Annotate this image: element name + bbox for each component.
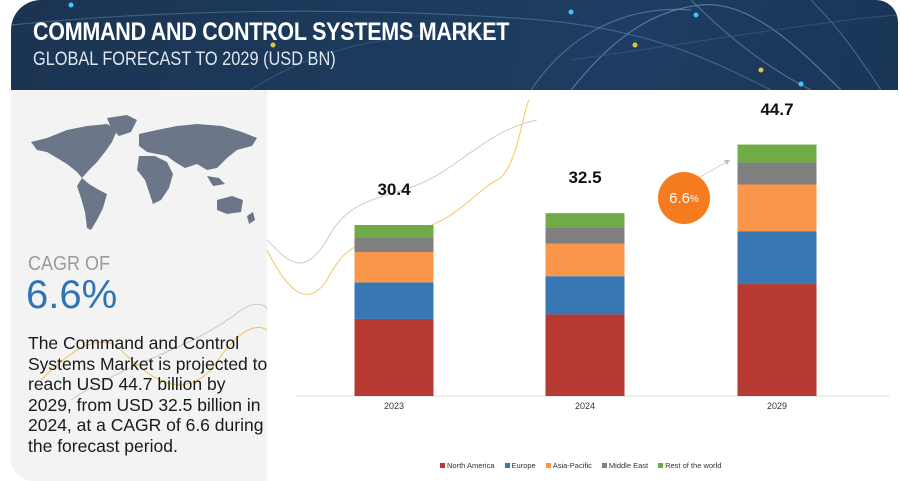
x-tick-label: 2023 [383, 401, 405, 411]
bar-segment-north-america-2029 [737, 284, 817, 396]
legend-item: Europe [504, 461, 536, 470]
bar-total-label: 30.4 [377, 180, 411, 199]
cagr-label: CAGR OF [28, 253, 111, 275]
bar-segment-europe-2023 [354, 282, 434, 319]
legend-swatch [601, 463, 607, 468]
cagr-growth-badge: 6.6% [658, 172, 710, 224]
legend-swatch [440, 463, 445, 468]
cagr-value: 6.6% [26, 273, 118, 317]
legend-swatch [504, 463, 510, 468]
legend-item: Asia-Pacific [545, 461, 592, 470]
decorative-curves [40, 303, 267, 401]
bar-segment-north-america-2023 [354, 318, 434, 396]
fiber-optic-decoration [11, 0, 898, 90]
legend-label: North America [447, 461, 495, 470]
decorative-curve [267, 119, 538, 264]
legend-label: Asia-Pacific [552, 461, 592, 470]
legend-item: Middle East [601, 461, 649, 470]
bar-segment-europe-2029 [737, 231, 817, 285]
bar-total-label: 32.5 [568, 168, 602, 188]
bar-segment-middle-east-2024 [545, 227, 625, 244]
chart-legend: North America Europe Asia-Pacific Middle Ea… [440, 461, 721, 470]
bar-segment-rest-of-the-world-2024 [545, 213, 625, 228]
page-title: COMMAND AND CONTROL SYSTEMS MARKET [33, 18, 510, 46]
bar-segment-europe-2024 [545, 276, 625, 315]
legend-swatch [545, 463, 551, 468]
bar-segment-rest-of-the-world-2023 [354, 225, 434, 238]
x-tick-label: 2024 [574, 401, 596, 411]
bar-segment-asia-pacific-2024 [545, 243, 625, 277]
legend-item: North America [440, 461, 495, 470]
summary-panel: CAGR OF 6.6% The Command and Control Sys… [11, 90, 267, 481]
legend-swatch [658, 463, 664, 468]
cagr-badge-unit: % [689, 194, 699, 205]
legend-item: Rest of the world [658, 461, 721, 470]
bar-segment-rest-of-the-world-2029 [737, 144, 817, 163]
bar-segment-north-america-2024 [545, 314, 625, 396]
arrow-head-icon [724, 160, 730, 165]
market-description: The Command and Control Systems Market i… [28, 333, 268, 456]
legend-label: Middle East [608, 461, 649, 470]
x-tick-label: 2029 [766, 401, 788, 411]
bar-total-label: 44.7 [760, 99, 794, 119]
world-map-icon [31, 115, 257, 230]
header-banner: COMMAND AND CONTROL SYSTEMS MARKET GLOBA… [11, 0, 898, 90]
bar-segment-asia-pacific-2029 [737, 184, 817, 232]
cagr-badge-value: 6.6 [669, 189, 690, 207]
page-subtitle: GLOBAL FORECAST TO 2029 (USD BN) [33, 49, 336, 70]
bar-segment-asia-pacific-2023 [354, 252, 434, 283]
bar-segment-middle-east-2023 [354, 237, 434, 252]
legend-label: Rest of the world [665, 461, 722, 470]
legend-label: Europe [511, 461, 536, 470]
stacked-bar-chart [267, 99, 889, 397]
bar-segment-middle-east-2029 [737, 162, 817, 185]
